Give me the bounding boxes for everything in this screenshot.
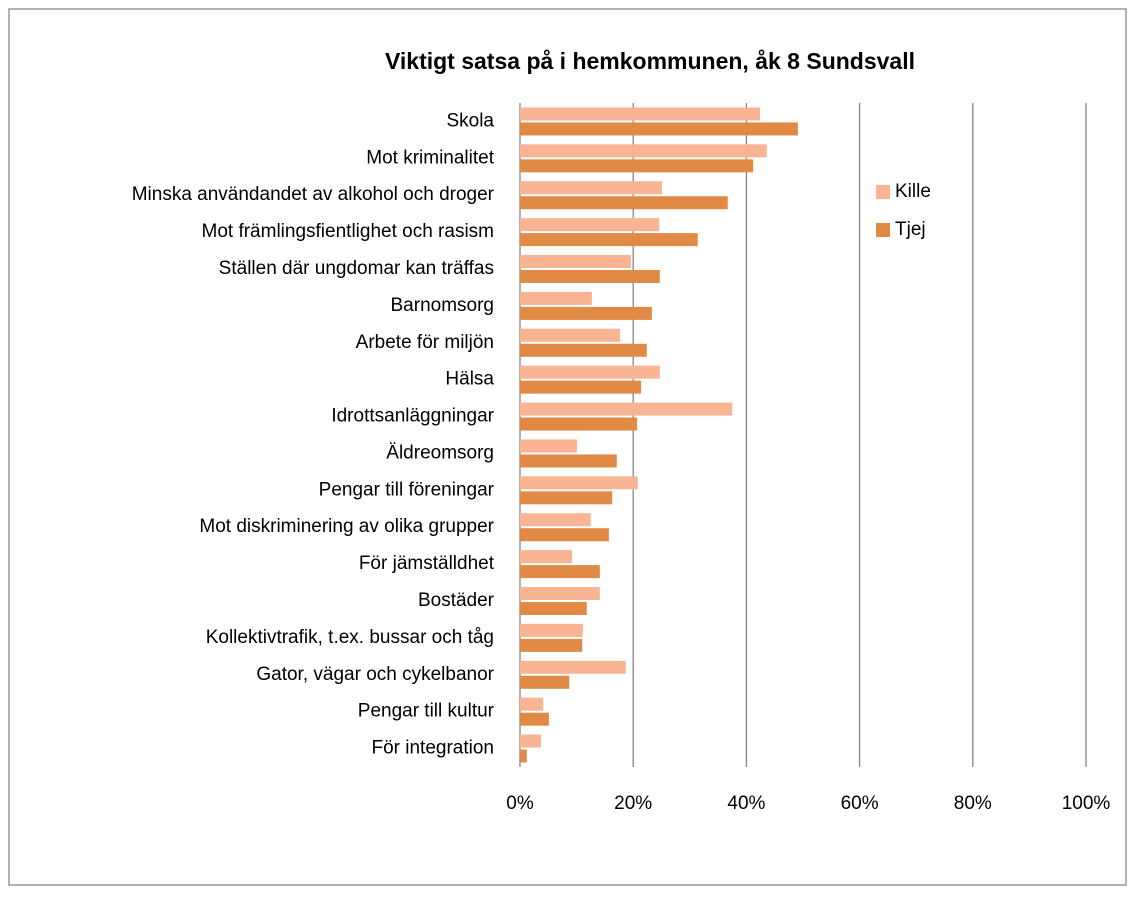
bar bbox=[520, 675, 570, 689]
bar bbox=[520, 638, 583, 652]
y-tick-label: Mot främlingsfientlighet och rasism bbox=[202, 221, 495, 242]
bar bbox=[520, 454, 617, 468]
legend-label: Kille bbox=[895, 181, 931, 202]
bar bbox=[520, 697, 544, 711]
y-tick-label: Bostäder bbox=[418, 590, 495, 611]
y-tick-label: Arbete för miljön bbox=[356, 332, 494, 353]
y-tick-label: Äldreomsorg bbox=[386, 442, 494, 463]
bar bbox=[520, 528, 609, 542]
x-tick-label: 0% bbox=[506, 793, 534, 814]
y-tick-label: Mot diskriminering av olika grupper bbox=[199, 516, 494, 537]
bar bbox=[520, 159, 754, 173]
bar bbox=[520, 749, 527, 763]
bar bbox=[520, 306, 652, 320]
bar bbox=[520, 122, 798, 136]
x-tick-label: 100% bbox=[1062, 793, 1111, 814]
bar bbox=[520, 491, 613, 505]
bar bbox=[520, 144, 767, 158]
y-tick-label: Idrottsanläggningar bbox=[331, 406, 494, 427]
bar bbox=[520, 476, 638, 490]
bar bbox=[520, 712, 549, 726]
bar bbox=[520, 270, 660, 283]
x-tick-label: 40% bbox=[727, 793, 765, 814]
bar bbox=[520, 107, 760, 121]
bar bbox=[520, 565, 600, 579]
chart-title: Viktigt satsa på i hemkommunen, åk 8 Sun… bbox=[385, 48, 915, 74]
y-tick-label: Pengar till kultur bbox=[358, 701, 495, 722]
bar bbox=[520, 218, 660, 232]
bar bbox=[520, 402, 733, 416]
y-tick-label: Kollektivtrafik, t.ex. bussar och tåg bbox=[206, 627, 494, 648]
bar bbox=[520, 602, 587, 615]
y-tick-label: Skola bbox=[446, 110, 494, 131]
bar bbox=[520, 623, 583, 637]
bar bbox=[520, 439, 578, 453]
y-tick-label: Pengar till föreningar bbox=[319, 479, 495, 500]
legend-label: Tjej bbox=[895, 219, 926, 240]
bar bbox=[520, 587, 600, 600]
bar bbox=[520, 417, 638, 431]
y-tick-label: Barnomsorg bbox=[391, 295, 495, 316]
y-tick-label: Minska användandet av alkohol och droger bbox=[132, 184, 495, 205]
bar bbox=[520, 181, 663, 195]
bar bbox=[520, 328, 621, 342]
x-tick-label: 60% bbox=[841, 793, 879, 814]
x-tick-label: 20% bbox=[614, 793, 652, 814]
bar bbox=[520, 513, 591, 527]
y-tick-label: Gator, vägar och cykelbanor bbox=[256, 664, 494, 685]
y-tick-label: För integration bbox=[371, 738, 494, 759]
bar bbox=[520, 196, 728, 210]
y-tick-label: För jämställdhet bbox=[359, 553, 495, 574]
legend-swatch bbox=[876, 185, 890, 199]
legend-swatch bbox=[876, 223, 890, 237]
y-tick-label: Ställen där ungdomar kan träffas bbox=[219, 258, 494, 279]
x-tick-label: 80% bbox=[954, 793, 992, 814]
y-tick-label: Mot kriminalitet bbox=[366, 147, 494, 168]
bar bbox=[520, 365, 660, 379]
bar bbox=[520, 291, 592, 305]
bar bbox=[520, 380, 642, 394]
bar bbox=[520, 233, 698, 247]
bar bbox=[520, 550, 573, 564]
bar bbox=[520, 660, 626, 674]
y-tick-label: Hälsa bbox=[445, 369, 494, 390]
bar bbox=[520, 734, 541, 748]
bar bbox=[520, 255, 631, 268]
bar bbox=[520, 343, 647, 357]
